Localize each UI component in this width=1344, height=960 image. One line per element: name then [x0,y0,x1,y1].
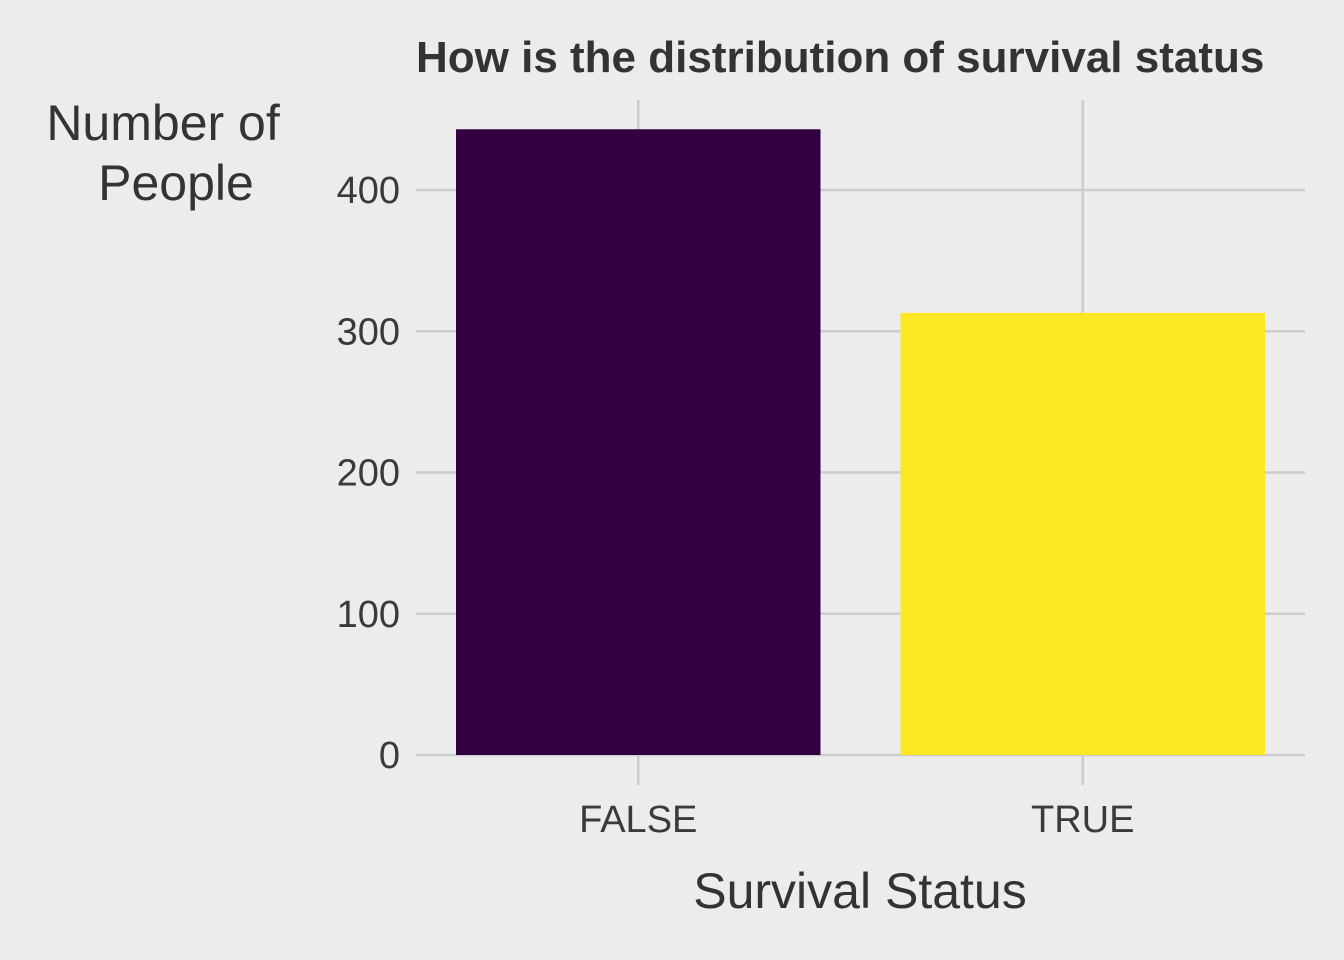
bars [456,129,1265,755]
x-axis-title: Survival Status [693,863,1026,919]
y-axis-title-line-1: Number of [46,95,280,151]
y-tick-label-300: 300 [337,311,400,353]
bar-false [456,129,821,755]
x-tick-label-false: FALSE [579,799,697,841]
y-tick-label-400: 400 [337,170,400,212]
y-tick-label-0: 0 [379,735,400,777]
y-tick-label-100: 100 [337,594,400,636]
x-tick-label-true: TRUE [1031,799,1134,841]
chart-title: How is the distribution of survival stat… [416,33,1264,82]
y-axis-title-line-2: People [98,155,254,211]
y-tick-label-200: 200 [337,453,400,495]
x-tick-labels: FALSE TRUE [579,799,1134,841]
y-axis-title: Number of People [46,95,293,211]
y-tick-labels: 0 100 200 300 400 [337,170,400,777]
bar-true [900,312,1265,755]
